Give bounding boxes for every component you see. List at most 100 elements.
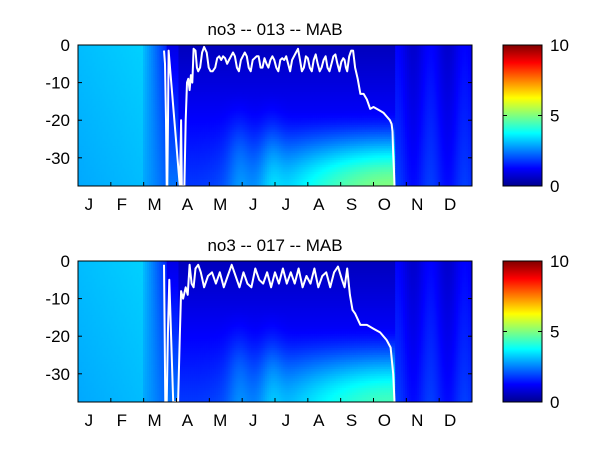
heatmap-cell xyxy=(194,110,197,114)
heatmap-cell xyxy=(97,96,101,100)
heatmap-cell xyxy=(89,56,93,60)
heatmap-cell xyxy=(223,150,227,154)
heatmap-cell xyxy=(152,87,156,91)
heatmap-cell xyxy=(188,167,191,171)
heatmap-cell xyxy=(190,134,193,138)
heatmap-cell xyxy=(119,56,122,60)
heatmap-cell xyxy=(129,89,132,93)
heatmap-cell xyxy=(227,96,231,100)
heatmap-cell xyxy=(107,80,111,84)
heatmap-cell xyxy=(152,146,156,149)
heatmap-cell xyxy=(119,117,122,121)
heatmap-cell xyxy=(119,113,122,117)
heatmap-cell xyxy=(182,136,185,140)
heatmap-cell xyxy=(154,129,158,133)
heatmap-cell xyxy=(200,75,203,79)
heatmap-cell xyxy=(208,141,211,145)
heatmap-cell xyxy=(123,94,126,98)
heatmap-cell xyxy=(158,176,162,180)
heatmap-cell xyxy=(95,167,99,171)
heatmap-cell xyxy=(91,75,95,79)
heatmap-cell xyxy=(225,141,229,145)
heatmap-cell xyxy=(150,134,154,138)
heatmap-cell xyxy=(192,75,195,79)
heatmap-cell xyxy=(186,68,189,72)
heatmap-cell xyxy=(137,52,140,55)
heatmap-cell xyxy=(172,59,176,63)
heatmap-cell xyxy=(78,63,81,67)
heatmap-cell xyxy=(225,136,229,140)
heatmap-cell xyxy=(115,176,118,180)
heatmap-cell xyxy=(97,162,101,166)
heatmap-cell xyxy=(154,77,158,81)
heatmap-cell xyxy=(97,164,101,168)
heatmap-cell xyxy=(168,164,172,168)
heatmap-cell xyxy=(198,89,201,93)
heatmap-cell xyxy=(137,101,140,105)
heatmap-cell xyxy=(168,178,172,182)
heatmap-cell xyxy=(180,54,184,58)
heatmap-cell xyxy=(162,150,166,154)
heatmap-cell xyxy=(117,157,120,161)
heatmap-cell xyxy=(221,169,225,173)
heatmap-cell xyxy=(176,94,180,98)
heatmap-cell xyxy=(129,113,132,117)
heatmap-cell xyxy=(158,141,162,145)
heatmap-cell xyxy=(107,84,111,88)
heatmap-cell xyxy=(115,141,118,145)
heatmap-cell xyxy=(119,66,122,70)
heatmap-cell xyxy=(200,164,203,168)
heatmap-cell xyxy=(190,139,193,142)
heatmap-cell xyxy=(170,160,174,164)
heatmap-cell xyxy=(178,134,182,138)
heatmap-cell xyxy=(89,162,93,166)
heatmap-cell xyxy=(188,110,191,114)
heatmap-cell xyxy=(117,129,120,133)
heatmap-cell xyxy=(176,106,180,110)
heatmap-cell xyxy=(217,134,221,138)
heatmap-cell xyxy=(150,153,154,157)
heatmap-cell xyxy=(221,120,225,124)
heatmap-cell xyxy=(198,167,201,171)
heatmap-cell xyxy=(141,160,144,164)
heatmap-cell xyxy=(103,113,107,117)
heatmap-cell xyxy=(113,73,117,77)
heatmap-cell xyxy=(223,183,227,186)
heatmap-cell xyxy=(91,59,95,63)
heatmap-cell xyxy=(101,54,105,58)
heatmap-cell xyxy=(97,129,101,133)
heatmap-cell xyxy=(101,157,105,161)
heatmap-cell xyxy=(139,150,142,154)
heatmap-cell xyxy=(143,92,146,95)
heatmap-cell xyxy=(168,169,172,173)
heatmap-cell xyxy=(133,136,136,140)
heatmap-cell xyxy=(152,59,156,63)
heatmap-cell xyxy=(146,174,150,178)
heatmap-cell xyxy=(127,110,130,114)
heatmap-cell xyxy=(206,127,209,131)
heatmap-cell xyxy=(223,66,227,70)
heatmap-cell xyxy=(215,80,219,84)
heatmap-cell xyxy=(156,146,160,149)
heatmap-cell xyxy=(156,124,160,128)
heatmap-cell xyxy=(190,131,193,135)
heatmap-cell xyxy=(85,150,89,154)
heatmap-cell xyxy=(101,75,105,79)
heatmap-cell xyxy=(225,80,229,84)
heatmap-cell xyxy=(78,77,81,81)
heatmap-cell xyxy=(95,101,99,105)
heatmap-cell xyxy=(107,99,111,102)
heatmap-cell xyxy=(182,89,185,93)
heatmap-cell xyxy=(99,94,103,98)
heatmap-cell xyxy=(137,75,140,79)
heatmap-cell xyxy=(101,181,105,185)
heatmap-cell xyxy=(162,164,166,168)
heatmap-cell xyxy=(217,82,221,86)
heatmap-cell xyxy=(135,164,138,168)
heatmap-cell xyxy=(227,115,231,119)
heatmap-cell xyxy=(176,143,180,147)
heatmap-cell xyxy=(150,171,154,175)
heatmap-cell xyxy=(143,115,146,119)
heatmap-cell xyxy=(85,160,89,164)
heatmap-cell xyxy=(87,136,91,140)
